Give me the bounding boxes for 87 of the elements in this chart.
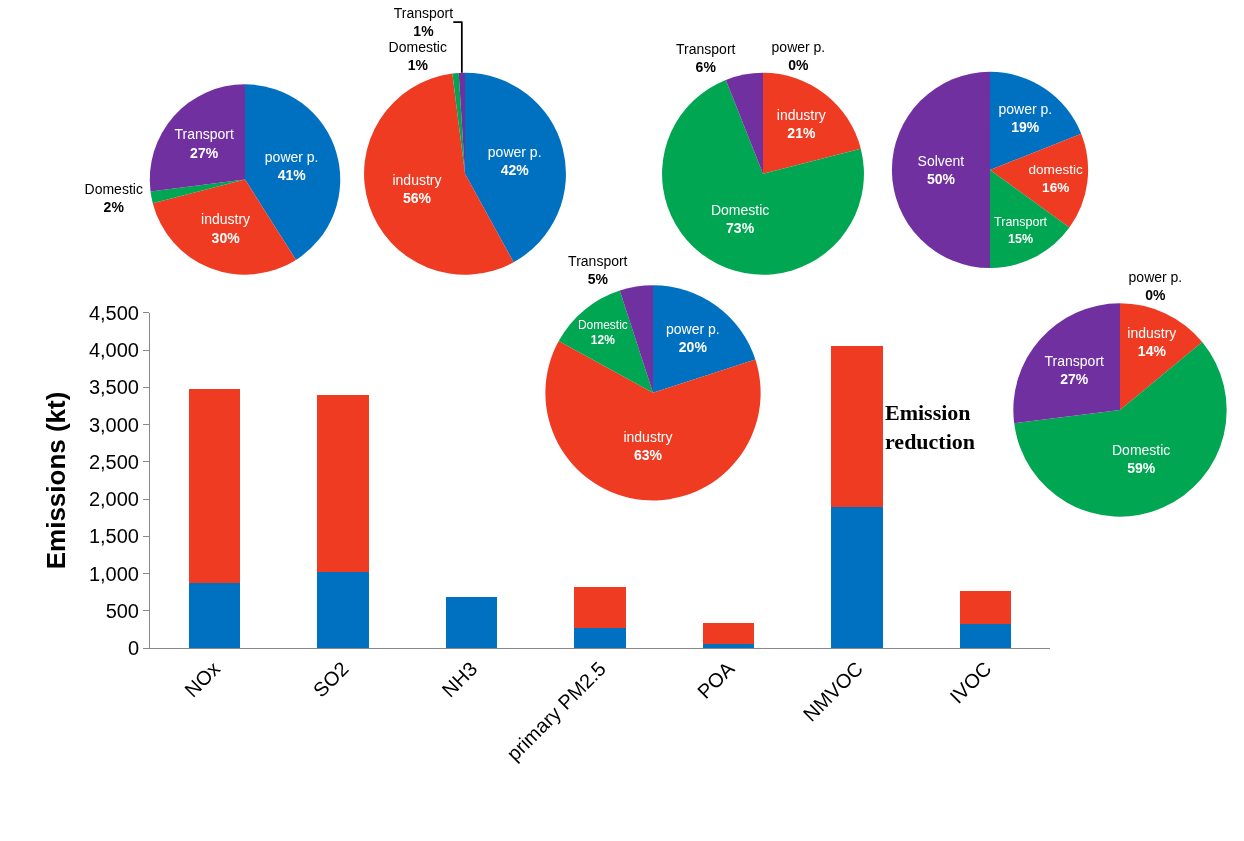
data-label: 27% — [190, 144, 219, 161]
data-label: 12% — [590, 333, 616, 348]
pie-slice — [152, 179, 297, 275]
y-tick-label: 4,500 — [88, 301, 139, 324]
pie-slice — [725, 72, 763, 174]
x-tick-label: SO2 — [308, 657, 353, 702]
slice-label: Transport — [994, 215, 1048, 230]
data-label: 16% — [1042, 179, 1070, 195]
bar — [574, 627, 626, 649]
data-label: 1% — [407, 57, 429, 74]
y-tick-label: 2,000 — [88, 488, 139, 511]
slice-label: Domestic — [1112, 441, 1171, 458]
data-label: 50% — [926, 171, 956, 188]
bar — [188, 388, 240, 583]
bar — [574, 587, 626, 628]
pie-slice — [1013, 303, 1120, 424]
slice-label: Solvent — [917, 152, 965, 169]
x-tick-label: NOx — [180, 657, 225, 702]
data-label: 1% — [413, 23, 435, 40]
y-tick-label: 0 — [127, 637, 139, 660]
slice-label: Domestic — [577, 317, 628, 332]
text: 0% — [788, 56, 809, 73]
category-label: power p. — [1128, 269, 1183, 286]
slice-label: Transport — [174, 126, 234, 143]
pie-slice — [990, 133, 1089, 228]
pie-slice — [763, 72, 861, 174]
data-label: 30% — [211, 229, 241, 246]
slice-label: power p. — [264, 148, 319, 165]
slice-label: industry — [776, 107, 826, 124]
data-label: 63% — [633, 447, 663, 464]
y-tick-label: 500 — [105, 599, 139, 622]
bar — [960, 624, 1012, 649]
bar — [317, 572, 369, 649]
data-label: 6% — [695, 59, 717, 76]
category-label: power p. — [771, 38, 826, 55]
y-tick-label: 2,500 — [88, 450, 139, 473]
data-label: 15% — [1008, 231, 1034, 246]
data-label: 27% — [1060, 370, 1089, 387]
bar — [445, 596, 498, 649]
bar — [831, 346, 883, 507]
y-tick-label: 4,000 — [88, 339, 139, 362]
data-label: 5% — [587, 270, 609, 287]
data-label: 59% — [1127, 460, 1156, 477]
data-label: 14% — [1137, 343, 1167, 360]
pie-slice — [1014, 341, 1227, 517]
slice-label: Transport — [393, 5, 454, 22]
slice-label: power p. — [665, 320, 720, 337]
slice-label: Transport — [1044, 352, 1105, 369]
bar — [702, 623, 755, 644]
data-label: 21% — [787, 125, 816, 142]
slice-label: domestic — [1028, 162, 1084, 178]
data-label: 20% — [678, 339, 708, 356]
slice-label: industry — [623, 429, 673, 446]
pie-slice — [1120, 303, 1203, 410]
bar — [317, 394, 369, 573]
slice-label: Domestic — [710, 201, 770, 218]
slice-label: industry — [201, 211, 251, 228]
data-label: 2% — [103, 199, 125, 216]
bar — [188, 582, 240, 649]
slice-label: Domestic — [388, 39, 447, 56]
slice-label: Transport — [676, 41, 736, 57]
data-label: 42% — [500, 162, 530, 179]
bar — [831, 506, 883, 649]
y-tick-label: 1,500 — [88, 525, 139, 548]
slice-label: industry — [392, 172, 442, 189]
data-label: 56% — [402, 190, 432, 207]
slice-label: power p. — [998, 100, 1053, 117]
pie-slice — [653, 285, 756, 393]
y-axis-title: Emissions (kt) — [41, 391, 72, 570]
data-label: 73% — [726, 219, 755, 236]
slice-label: power p. — [487, 143, 542, 160]
pie-slice — [662, 79, 864, 275]
annotation: Emission reduction — [885, 400, 976, 454]
pie-slice — [558, 290, 653, 393]
slice-label: Transport — [568, 252, 628, 269]
slice-label: Domestic — [84, 180, 143, 197]
y-tick-label: 3,500 — [88, 376, 139, 399]
pie-slice — [892, 71, 990, 269]
y-tick-label: 1,000 — [88, 562, 139, 585]
data-label: 41% — [277, 167, 307, 184]
bar — [960, 591, 1012, 625]
pie-slice — [149, 84, 245, 192]
pie-slice — [465, 72, 566, 263]
data-label: 19% — [1011, 119, 1040, 136]
text: 0% — [1145, 287, 1166, 304]
y-tick-label: 3,000 — [88, 413, 139, 436]
slice-label: industry — [1127, 325, 1177, 342]
